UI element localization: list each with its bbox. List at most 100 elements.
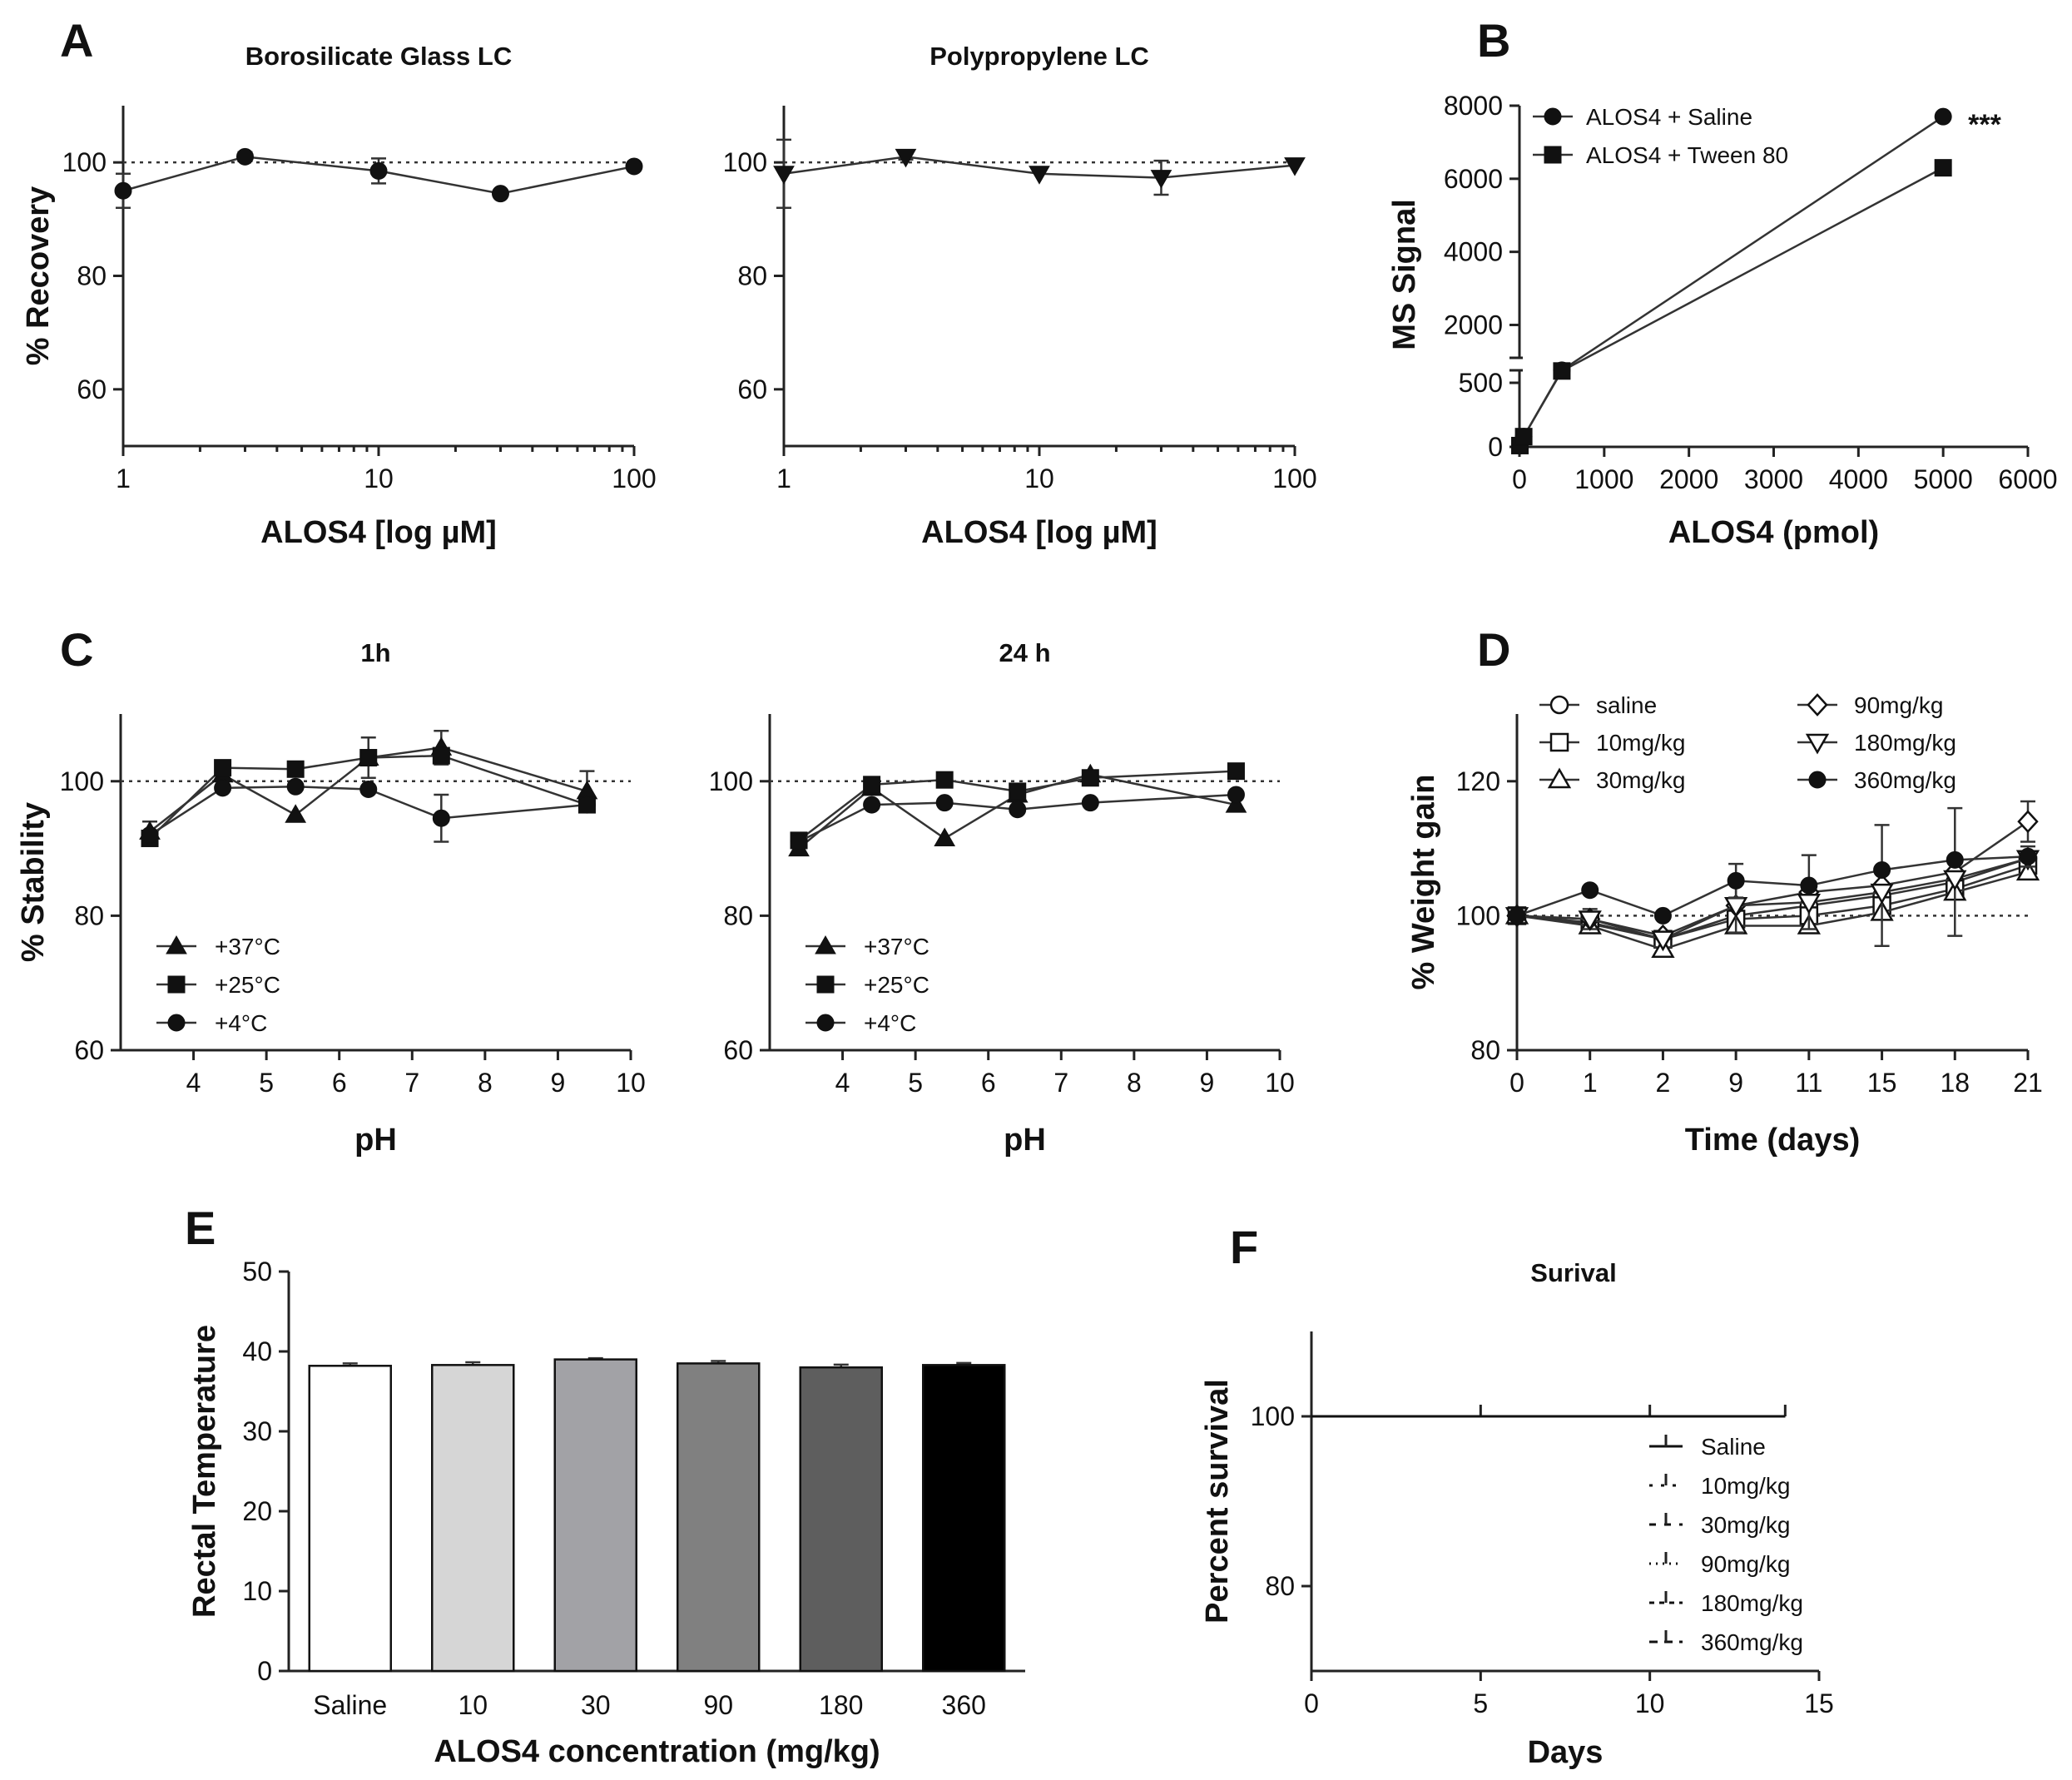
y-axis-label: % Recovery: [21, 186, 56, 365]
data-point: [1514, 428, 1533, 446]
chart-title: Surival: [1530, 1258, 1616, 1287]
series-line: [1519, 166, 1944, 446]
legend-label: 10mg/kg: [1701, 1473, 1790, 1499]
y-tick-label: 20: [242, 1496, 272, 1526]
chart-a-polypropylene: 60 80 100 1 10 100 Polypropylene LC ALOS4 [log …: [723, 42, 1317, 550]
x-tick-label: 30: [581, 1690, 611, 1720]
data-point: [1934, 159, 1952, 177]
data-point: [114, 181, 132, 200]
x-tick-label: 10: [616, 1068, 646, 1098]
y-tick-label: 100: [1251, 1401, 1295, 1431]
chart-a-borosilicate: 60 80 100 1 10 100 Borosilicate Glass LC ALOS4 …: [21, 42, 657, 550]
y-tick-label: 80: [1265, 1571, 1295, 1601]
data-point: [1225, 794, 1247, 813]
x-axis-label: ALOS4 [log µM]: [260, 515, 497, 550]
data-point: [1081, 769, 1099, 787]
legend-label: +4°C: [864, 1010, 916, 1036]
data-point: [1150, 170, 1172, 189]
data-point: [863, 776, 881, 794]
y-axis-label: % Stability: [16, 802, 51, 962]
y-tick-label: 100: [62, 147, 107, 177]
series-line: [149, 746, 587, 833]
y-tick-label: 80: [737, 261, 767, 291]
x-tick-label: 10: [364, 464, 394, 493]
x-tick-label: 15: [1804, 1688, 1834, 1718]
x-tick-label: 11: [1795, 1068, 1822, 1098]
y-tick-label: 4000: [1444, 237, 1503, 267]
legend-label: +25°C: [864, 972, 929, 998]
legend-marker: [1544, 107, 1562, 126]
y-tick-label: 500: [1459, 368, 1503, 398]
data-point: [432, 809, 450, 827]
panel-label-e: E: [185, 1202, 216, 1254]
x-tick-label: 5000: [1914, 464, 1973, 494]
data-point: [141, 826, 159, 844]
x-tick-label: 21: [2013, 1068, 2043, 1098]
y-tick-label: 60: [74, 1035, 104, 1065]
y-tick-label: 80: [77, 261, 107, 291]
series-line: [149, 754, 587, 840]
series-line: [149, 786, 587, 836]
legend-marker: [166, 935, 187, 954]
x-tick-label: 9: [1200, 1068, 1215, 1098]
chart-title: 24 h: [999, 638, 1050, 667]
y-tick-label: 80: [1470, 1035, 1500, 1065]
legend-marker: [167, 1014, 186, 1032]
legend-marker: [167, 975, 186, 994]
data-point: [432, 746, 450, 765]
chart-title: Polypropylene LC: [929, 42, 1149, 71]
panel-label-a: A: [60, 14, 93, 67]
y-tick-label: 100: [60, 766, 104, 796]
y-tick-label: 6000: [1444, 164, 1503, 194]
data-point: [286, 777, 305, 796]
data-point: [1227, 762, 1245, 781]
y-tick-label: 30: [242, 1416, 272, 1446]
x-tick-label: 10: [458, 1690, 488, 1720]
y-tick-label: 50: [242, 1257, 272, 1287]
data-point: [2015, 860, 2040, 881]
x-tick-label: 7: [404, 1068, 419, 1098]
panel-label-b: B: [1477, 14, 1510, 67]
legend-marker: [1544, 146, 1562, 164]
y-tick-label: 60: [77, 374, 107, 404]
y-tick-label: 0: [1488, 432, 1503, 462]
x-tick-label: 5: [1473, 1688, 1488, 1718]
legend-marker: [1807, 693, 1828, 716]
data-point: [1873, 860, 1891, 879]
bar: [553, 1358, 637, 1673]
legend-label: saline: [1596, 692, 1657, 718]
data-point: [1946, 850, 1964, 869]
data-point: [359, 780, 378, 798]
series-line: [798, 770, 1237, 841]
y-tick-label: 0: [257, 1656, 272, 1686]
data-point: [1227, 786, 1245, 804]
significance-marker: ***: [1968, 109, 2001, 141]
y-tick-label: 60: [723, 1035, 753, 1065]
y-tick-label: 8000: [1444, 91, 1503, 121]
data-point: [235, 147, 254, 166]
x-tick-label: 10: [1265, 1068, 1295, 1098]
x-tick-label: 100: [1272, 464, 1316, 493]
data-point: [577, 796, 596, 814]
legend-label: Saline: [1701, 1434, 1766, 1460]
data-point: [1653, 906, 1672, 925]
bar: [922, 1364, 1006, 1673]
y-tick-label: 80: [74, 900, 104, 930]
x-tick-label: 6000: [1998, 464, 2057, 494]
data-point: [1009, 782, 1027, 801]
legend-marker: [1549, 732, 1569, 752]
x-tick-label: 3000: [1744, 464, 1803, 494]
x-tick-label: 5: [908, 1068, 923, 1098]
data-point: [1009, 801, 1027, 819]
data-point: [1081, 794, 1099, 812]
data-point: [935, 794, 954, 812]
chart-b-ms-signal: 0 500 2000 4000 6000 8000 0 1000 2000 3000 4000 500…: [1387, 91, 2058, 550]
x-tick-label: 10: [1024, 464, 1054, 493]
chart-f-survival: 80 100 0 5 10 15 Saline 10mg/kg 30mg/kg 90mg/kg 18…: [1200, 1258, 1834, 1770]
data-point: [286, 760, 305, 778]
x-tick-label: 5: [259, 1068, 274, 1098]
x-tick-label: 4: [186, 1068, 201, 1098]
y-axis-label: Percent survival: [1200, 1379, 1235, 1624]
y-tick-label: 100: [723, 147, 767, 177]
legend-label: ALOS4 + Tween 80: [1586, 142, 1788, 168]
